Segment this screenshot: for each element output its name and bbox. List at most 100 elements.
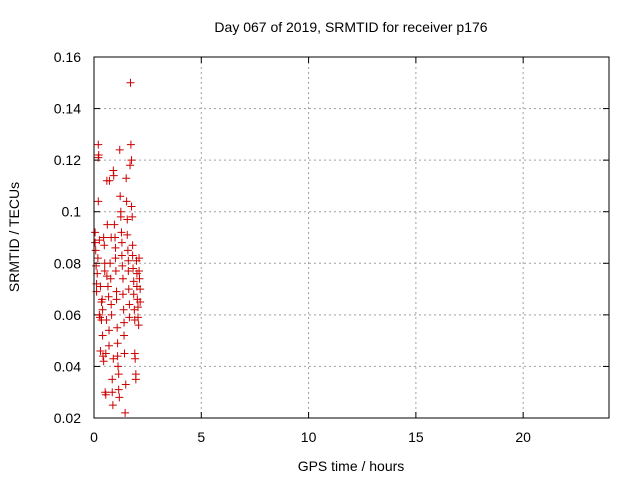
data-point [122, 174, 131, 183]
data-point [118, 274, 127, 283]
y-tick-label: 0.04 [54, 358, 81, 374]
y-tick-label: 0.1 [62, 204, 82, 220]
data-point [109, 171, 118, 180]
data-point [113, 352, 122, 361]
data-point [128, 212, 137, 221]
plot-frame [93, 56, 610, 419]
data-point [127, 202, 136, 211]
y-tick-label: 0.12 [54, 152, 81, 168]
data-point [106, 274, 115, 283]
data-point [116, 192, 125, 201]
data-point [111, 254, 120, 263]
data-point [117, 251, 126, 260]
data-point [135, 274, 144, 283]
data-point [117, 238, 126, 247]
data-point [120, 331, 129, 340]
data-point [118, 261, 127, 270]
data-point [121, 380, 130, 389]
data-point [93, 254, 102, 263]
data-point [104, 292, 113, 301]
data-point [123, 230, 132, 239]
data-point [100, 267, 109, 276]
data-point [123, 215, 132, 224]
data-point [96, 346, 105, 355]
x-tick-label: 10 [301, 429, 317, 445]
data-point [122, 197, 131, 206]
data-point [101, 349, 110, 358]
data-point [111, 243, 120, 252]
data-point [112, 287, 121, 296]
data-point [99, 357, 108, 366]
data-point [115, 393, 124, 402]
x-tick-label: 20 [515, 429, 531, 445]
data-point [124, 256, 133, 265]
data-point [135, 267, 144, 276]
data-point [109, 354, 118, 363]
data-point [126, 140, 135, 149]
data-point [91, 238, 100, 247]
x-tick-label: 0 [90, 429, 98, 445]
data-point [92, 261, 101, 270]
data-point [107, 300, 116, 309]
x-tick-label: 15 [408, 429, 424, 445]
data-point [120, 318, 129, 327]
data-point [125, 313, 134, 322]
data-point [108, 388, 117, 397]
data-point [117, 228, 126, 237]
data-point [121, 408, 130, 417]
data-point [124, 285, 133, 294]
data-point [94, 153, 103, 162]
data-point [98, 331, 107, 340]
data-point [106, 259, 115, 268]
data-point [114, 370, 123, 379]
y-axis-label: SRMTID / TECUs [6, 182, 22, 292]
data-point [123, 246, 132, 255]
data-point [94, 140, 103, 149]
data-point [118, 290, 127, 299]
data-point [136, 285, 145, 294]
data-point [129, 290, 138, 299]
data-point [96, 282, 105, 291]
x-axis-label: GPS time / hours [298, 458, 405, 474]
data-point [107, 310, 116, 319]
data-point [112, 295, 121, 304]
data-point [113, 323, 122, 332]
data-point [99, 233, 108, 242]
data-point [95, 236, 104, 245]
data-point [119, 305, 128, 314]
tick-labels: 0 5 10 15 20 0.02 0.04 0.06 0.08 0.1 0.12 0.14 0.16 [54, 49, 531, 445]
data-point [110, 220, 119, 229]
data-point [108, 375, 117, 384]
chart-title: Day 067 of 2019, SRMTID for receiver p17… [214, 19, 487, 35]
data-points [91, 78, 145, 417]
data-point [131, 354, 140, 363]
data-point [100, 241, 109, 250]
data-point [131, 375, 140, 384]
x-tick-label: 5 [197, 429, 205, 445]
data-point [124, 267, 133, 276]
data-point [105, 176, 114, 185]
data-point [113, 339, 122, 348]
data-point [126, 161, 135, 170]
data-point [105, 326, 114, 335]
data-point [125, 300, 134, 309]
data-point [115, 145, 124, 154]
data-point [120, 349, 129, 358]
data-point [135, 254, 144, 263]
y-tick-label: 0.02 [54, 410, 81, 426]
data-point [102, 316, 111, 325]
data-point [94, 197, 103, 206]
data-point [116, 212, 125, 221]
data-point [129, 277, 138, 286]
data-point [127, 156, 136, 165]
data-point [103, 282, 112, 291]
axis-ticks [93, 56, 609, 419]
data-point [128, 251, 137, 260]
data-point [128, 241, 137, 250]
data-point [103, 220, 112, 229]
data-point [114, 385, 123, 394]
data-point [98, 295, 107, 304]
data-point [101, 390, 110, 399]
